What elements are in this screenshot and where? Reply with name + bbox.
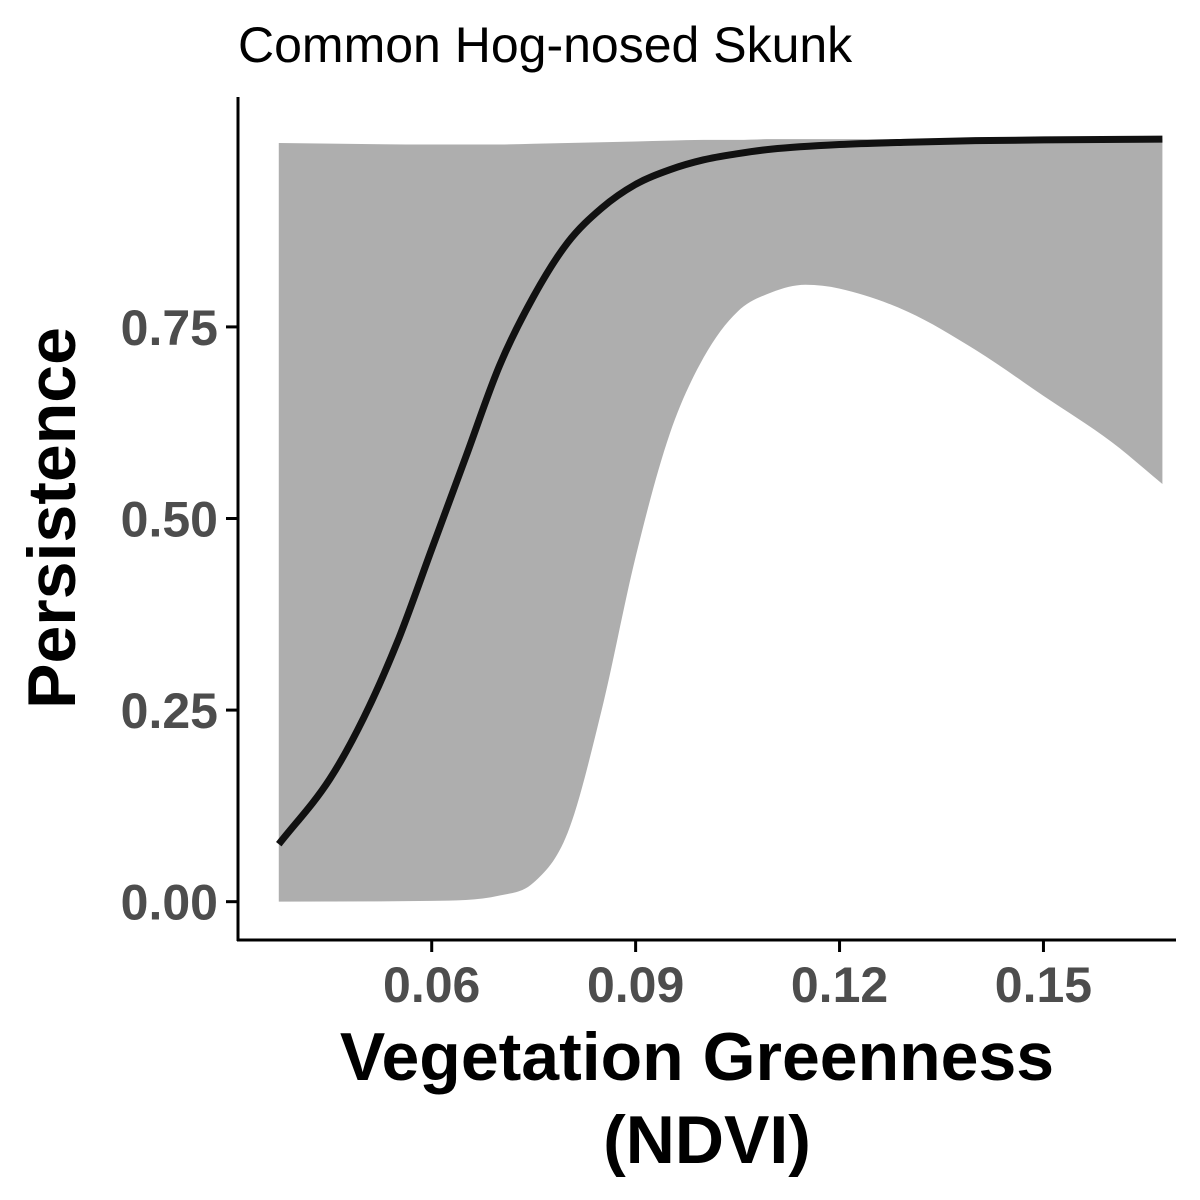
x-tick-label: 0.12 — [791, 957, 888, 1013]
x-axis-title-line-2: (NDVI) — [603, 1102, 811, 1178]
x-tick-label: 0.09 — [587, 957, 684, 1013]
y-axis-ticks: 0.00 0.25 0.50 0.75 — [121, 300, 238, 931]
chart-title: Common Hog-nosed Skunk — [238, 17, 853, 73]
y-tick-label: 0.25 — [121, 683, 218, 739]
y-tick-label: 0.50 — [121, 492, 218, 548]
x-axis-ticks: 0.06 0.09 0.12 0.15 — [383, 940, 1092, 1013]
x-axis-title-line-1: Vegetation Greenness — [340, 1019, 1054, 1095]
y-axis-title: Persistence — [14, 327, 90, 709]
x-tick-label: 0.15 — [995, 957, 1092, 1013]
series-line-0 — [276, 135, 1163, 847]
confidence-ribbon — [278, 139, 1163, 902]
y-tick-label: 0.75 — [121, 300, 218, 356]
x-tick-label: 0.06 — [383, 957, 480, 1013]
plot-area — [276, 135, 1163, 902]
y-tick-label: 0.00 — [121, 875, 218, 931]
